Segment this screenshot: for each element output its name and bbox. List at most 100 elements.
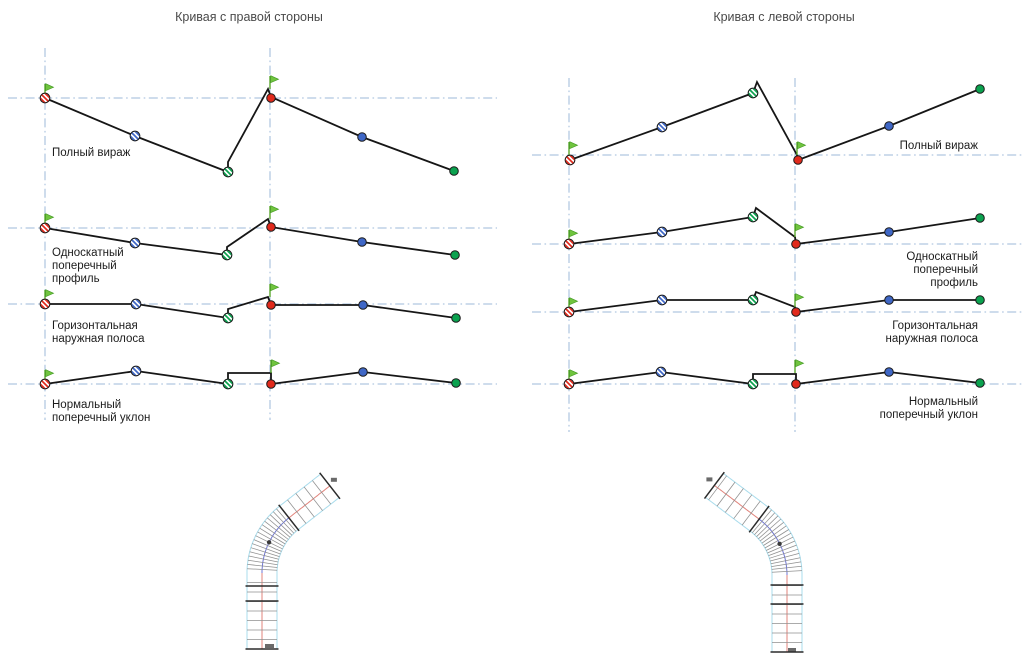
station-tick [767,540,796,554]
label-line: Горизонтальная [892,320,978,332]
grip-point-r[interactable] [791,239,801,249]
station-tick [250,547,280,557]
grip-point-b[interactable] [884,295,894,305]
station-tick [261,524,288,543]
station-tick [771,561,802,567]
plan-view-left-curve [703,471,804,653]
grip-point-g[interactable] [975,213,985,223]
grip-point-g[interactable] [975,295,985,305]
flag-icon[interactable] [794,359,805,373]
row-label-normal-crown: Нормальный поперечный уклон [52,399,150,425]
station-tick [247,559,278,566]
station-tick [257,531,284,547]
grip-point-r[interactable] [793,155,803,165]
station-tick [708,475,727,501]
row-label-full-superelevation: Полный вираж [52,147,130,160]
station-tick [733,494,753,519]
label-line: поперечный [913,264,978,276]
profile-line-normal-crown [568,371,981,386]
grip-point-g[interactable] [449,166,459,176]
station-tick [295,493,315,518]
label-line: Полный вираж [899,140,978,152]
station-tick-major [278,504,300,532]
row-label-single-slope-profile: Односкатный поперечный профиль [52,247,124,286]
grip-point-b[interactable] [357,132,367,142]
station-label-mark [788,648,796,652]
curve-midpoint-marker [266,540,272,545]
grip-point-r[interactable] [266,93,276,103]
station-tick [741,500,761,526]
station-tick [770,557,801,565]
curve-midpoint-marker [777,541,782,546]
flag-icon[interactable] [269,205,280,219]
station-tick [252,543,281,555]
flag-icon[interactable] [796,141,807,155]
road-edge-line [705,496,773,652]
row-label-single-slope-profile: Односкатный поперечный профиль [906,251,978,290]
station-tick [768,544,797,556]
station-tick [247,568,278,571]
grip-point-b[interactable] [357,237,367,247]
station-tick [253,539,282,552]
label-line: наружная полоса [52,333,145,345]
station-label-mark [330,477,337,482]
station-tick [763,529,789,546]
station-tick [267,517,291,538]
station-tick [754,512,776,535]
flag-icon[interactable] [794,293,805,307]
station-tick [756,515,779,537]
grip-point-b[interactable] [884,121,894,131]
row-label-horizontal-outer-lane: Горизонтальная наружная полоса [885,320,978,346]
profile-line-single-slope-profile [568,206,981,246]
grip-point-r[interactable] [791,307,801,317]
grip-point-r[interactable] [266,379,276,389]
transition-grip-sb[interactable] [127,128,144,145]
station-tick [272,511,295,534]
flag-icon[interactable] [794,223,805,237]
road-centerline [288,485,331,519]
station-tick [771,565,802,570]
station-tick [725,488,744,513]
label-line: профиль [930,277,978,289]
station-tick [716,481,736,507]
grip-point-g[interactable] [975,84,985,94]
label-line: Нормальный [52,399,122,411]
flag-icon[interactable] [270,359,281,373]
grip-point-b[interactable] [358,367,368,377]
grip-point-g[interactable] [451,378,461,388]
profile-line-full-superelevation [569,79,981,162]
transition-grip-sg[interactable] [220,164,237,181]
grip-point-b[interactable] [884,227,894,237]
row-label-horizontal-outer-lane: Горизонтальная наружная полоса [52,320,145,346]
station-tick [247,564,278,568]
transition-grip-sr[interactable] [562,152,579,169]
left-curve-diagram-title: Кривая с левой стороны [713,10,855,24]
flag-icon[interactable] [269,283,280,297]
station-tick [276,508,297,532]
grip-point-r[interactable] [266,222,276,232]
station-tick [771,570,802,573]
grip-point-r[interactable] [791,379,801,389]
flag-icon[interactable] [568,141,579,155]
flag-icon[interactable] [269,75,280,89]
grip-point-r[interactable] [266,300,276,310]
grip-point-g[interactable] [450,250,460,260]
station-tick-major [748,505,770,533]
label-line: профиль [52,273,100,285]
station-tick [759,522,784,542]
label-line: поперечный уклон [52,412,151,424]
label-line: Полный вираж [52,147,131,159]
grip-point-b[interactable] [884,367,894,377]
station-tick [769,548,799,559]
grip-point-g[interactable] [451,313,461,323]
label-line: Односкатный [906,251,978,263]
label-line: Односкатный [52,247,124,259]
transition-grip-sb[interactable] [654,119,671,136]
station-tick [248,555,279,563]
profile-line-normal-crown [44,370,457,386]
transition-grip-sg[interactable] [220,376,237,393]
grip-point-b[interactable] [358,300,368,310]
grip-point-g[interactable] [975,378,985,388]
